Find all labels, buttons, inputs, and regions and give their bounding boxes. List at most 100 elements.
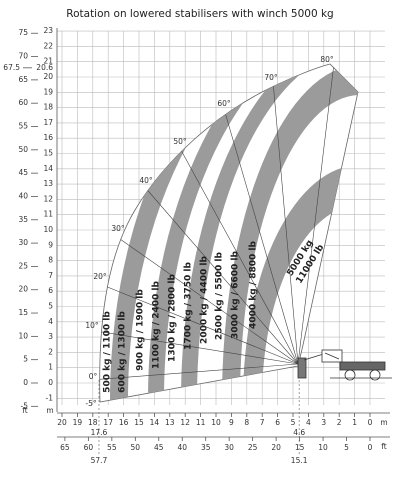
x-m-label: 15 xyxy=(134,418,144,427)
y-m-label: 10 xyxy=(43,225,53,234)
y-ft-label: 10 xyxy=(18,331,28,340)
y-m-label: 8 xyxy=(48,256,53,265)
load-label: 600 kg / 1300 lb xyxy=(118,311,128,393)
y-m-label: 15 xyxy=(43,149,53,158)
y-ft-label: 70 xyxy=(18,52,28,61)
y-ft-label: 40 xyxy=(18,191,28,200)
y-m-label: 2 xyxy=(48,347,53,356)
y-m-label: 0 xyxy=(48,378,53,387)
y-ft-label: 20 xyxy=(18,285,28,294)
x-ft-label: 45 xyxy=(154,443,164,452)
y-ft-label: 0 xyxy=(23,378,28,387)
labels: 23222120191817161514131211109876543210-1… xyxy=(3,26,387,465)
angle-label: 60° xyxy=(217,99,231,108)
y-m-label: 20 xyxy=(43,72,53,81)
y-m-label: 9 xyxy=(48,240,53,249)
x-m-label: 14 xyxy=(150,418,160,427)
y-ft-label: 25 xyxy=(18,261,28,270)
unit: m xyxy=(46,406,53,415)
x-m-mark: 17.6 xyxy=(91,428,108,437)
y-m-label: 21 xyxy=(43,57,53,66)
y-m-label: 19 xyxy=(43,87,53,96)
y-ft-label: 45 xyxy=(18,168,28,177)
unit: ft xyxy=(22,406,28,415)
y-m-label: 7 xyxy=(48,271,53,280)
x-ft-label: 0 xyxy=(368,443,373,452)
y-ft-label: 65 xyxy=(18,75,28,84)
load-label: 2500 kg / 5500 lb xyxy=(215,252,225,340)
y-m-label: 12 xyxy=(43,194,53,203)
load-label: 2000 kg / 4400 lb xyxy=(200,256,210,344)
machine xyxy=(297,349,392,381)
title: Rotation on lowered stabilisers with win… xyxy=(66,8,333,20)
y-m-label: 11 xyxy=(43,210,53,219)
x-ft-label: 40 xyxy=(177,443,187,452)
load-label: 1100 kg / 2400 lb xyxy=(152,281,162,369)
load-label: 1700 kg / 3750 lb xyxy=(184,262,194,350)
y-ft-label: 50 xyxy=(18,145,28,154)
x-ft-label: 15 xyxy=(295,443,305,452)
y-m-label: 3 xyxy=(48,332,53,341)
angle-label: 30° xyxy=(111,224,125,233)
angle-label: 40° xyxy=(139,176,153,185)
y-ft-label: 35 xyxy=(18,215,28,224)
x-m-label: 20 xyxy=(57,418,67,427)
x-m-label: 17 xyxy=(103,418,113,427)
angle-label: 70° xyxy=(264,73,278,82)
y-m-label: 23 xyxy=(43,26,53,35)
y-m-label: 5 xyxy=(48,302,53,311)
x-ft-label: 20 xyxy=(271,443,281,452)
angle-lines xyxy=(99,64,336,381)
x-ft-label: 50 xyxy=(131,443,141,452)
x-ft-label: 35 xyxy=(201,443,211,452)
x-ft-label: 10 xyxy=(318,443,328,452)
angle-label: 80° xyxy=(320,55,334,64)
y-m-label: -1 xyxy=(46,393,54,402)
y-ft-mark: 67.5 xyxy=(3,63,20,72)
load-label: 500 kg / 1100 lb xyxy=(103,311,113,393)
x-m-label: 1 xyxy=(352,418,357,427)
x-m-label: 6 xyxy=(275,418,280,427)
x-m-label: 10 xyxy=(211,418,221,427)
angle-label: 50° xyxy=(173,137,187,146)
y-m-label: 22 xyxy=(43,41,53,50)
x-ft-label: 30 xyxy=(224,443,234,452)
y-m-label: 14 xyxy=(43,164,53,173)
x-m-label: 0 xyxy=(368,418,373,427)
x-ft-label: 65 xyxy=(60,443,70,452)
x-m-label: 16 xyxy=(119,418,129,427)
x-m-label: 19 xyxy=(73,418,83,427)
angle-label: -5° xyxy=(85,399,96,408)
x-m-label: 7 xyxy=(260,418,265,427)
y-ft-label: 75 xyxy=(18,28,28,37)
load-label: 4000 kg / 8800 lb xyxy=(249,241,259,329)
y-ft-label: 55 xyxy=(18,122,28,131)
x-m-label: 4 xyxy=(306,418,311,427)
x-m-label: 12 xyxy=(180,418,190,427)
angle-label: 20° xyxy=(93,272,107,281)
x-m-label: 9 xyxy=(229,418,234,427)
y-ft-label: 5 xyxy=(23,355,28,364)
x-m-label: 3 xyxy=(321,418,326,427)
y-m-label: 1 xyxy=(48,363,53,372)
y-m-mark: 20.6 xyxy=(36,63,53,72)
x-m-label: 18 xyxy=(88,418,98,427)
x-ft-mark: 57.7 xyxy=(91,456,108,465)
x-m-label: 13 xyxy=(165,418,175,427)
y-ft-label: 30 xyxy=(18,238,28,247)
unit: ft xyxy=(381,442,387,451)
angle-label: 10° xyxy=(85,321,99,330)
x-m-label: 5 xyxy=(291,418,296,427)
y-m-label: 17 xyxy=(43,118,53,127)
x-m-mark: 4.6 xyxy=(293,428,305,437)
y-ft-label: -5 xyxy=(21,401,29,410)
y-ft-label: 15 xyxy=(18,308,28,317)
y-m-label: 18 xyxy=(43,103,53,112)
x-m-label: 8 xyxy=(244,418,249,427)
x-ft-mark: 15.1 xyxy=(291,456,308,465)
x-ft-label: 5 xyxy=(344,443,349,452)
y-m-label: 13 xyxy=(43,179,53,188)
y-m-label: 6 xyxy=(48,286,53,295)
x-ft-label: 55 xyxy=(107,443,117,452)
